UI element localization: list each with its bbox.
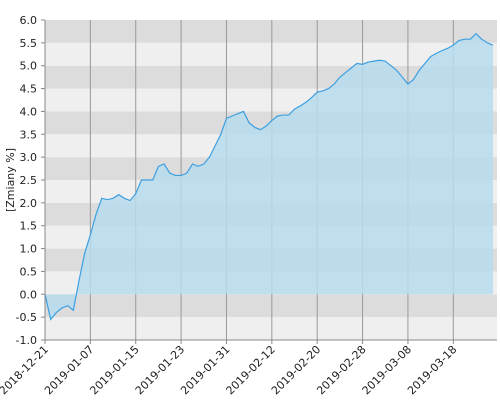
y-tick-label: 1.0: [20, 243, 38, 256]
y-tick-label: 3.5: [20, 128, 38, 141]
band: [45, 42, 497, 66]
band: [45, 20, 497, 43]
y-tick-label: 0.5: [20, 265, 38, 278]
y-tick-label: 6.0: [20, 14, 38, 27]
area-fill: [45, 33, 493, 320]
y-tick-label: 2.5: [20, 174, 38, 187]
band: [45, 294, 497, 318]
line: [44, 32, 494, 321]
y-tick-label: 0.0: [20, 288, 38, 301]
y-tick-label: 4.5: [20, 83, 38, 96]
y-tick-label: 5.5: [20, 37, 38, 50]
y-tick-label: 4.0: [20, 105, 38, 118]
y-tick-label: 1.5: [20, 220, 38, 233]
y-axis-label: [Zmiany %]: [4, 148, 17, 212]
y-tick-label: -1.0: [16, 334, 37, 347]
y-tick-label: -0.5: [16, 311, 37, 324]
x-tick-label: 2019-03-18: [405, 343, 459, 397]
band: [45, 317, 497, 340]
y-tick-label: 3.0: [20, 151, 38, 164]
y-tick-label: 2.0: [20, 197, 38, 210]
y-tick-label: 5.0: [20, 60, 38, 73]
